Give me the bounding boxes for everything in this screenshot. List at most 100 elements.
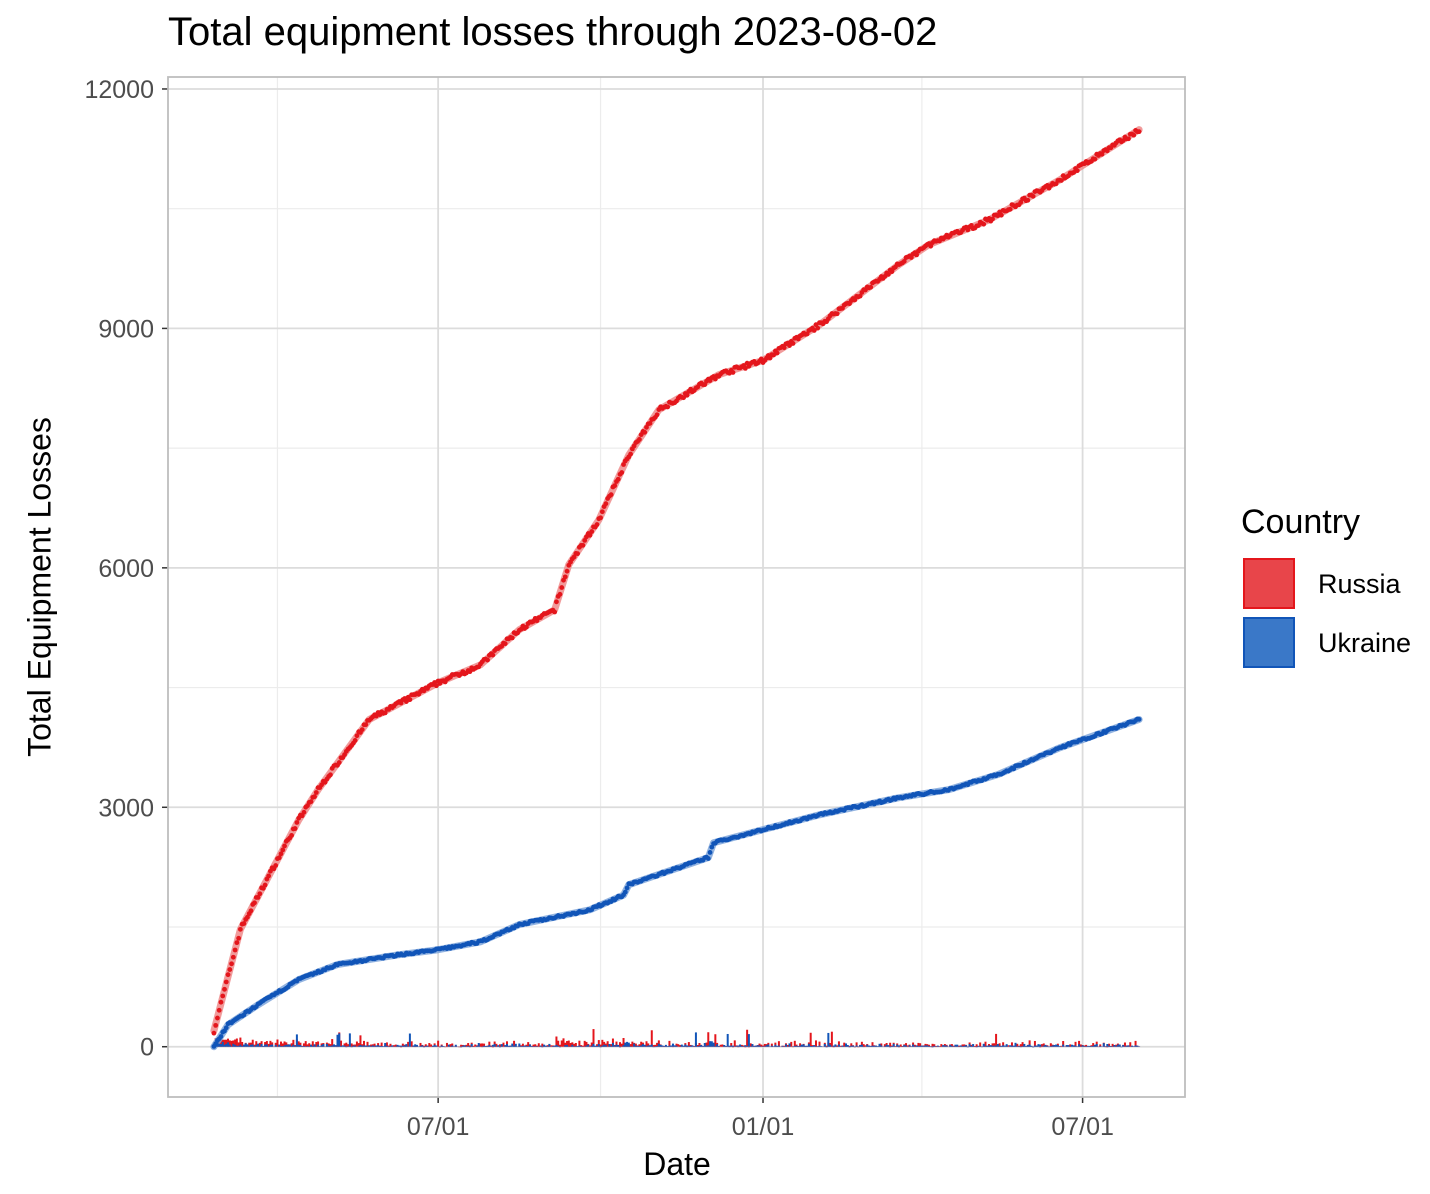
plot-border (167, 76, 1186, 1098)
cumulative-point (559, 585, 565, 590)
cumulative-point (608, 492, 614, 498)
legend-key-russia (1243, 558, 1295, 609)
cumulative-point (403, 699, 409, 704)
cumulative-point (901, 258, 907, 264)
cumulative-point (245, 914, 250, 920)
cumulative-point (223, 979, 229, 985)
cumulative-point (220, 993, 226, 999)
cumulative-point (232, 947, 238, 953)
cumulative-point (1030, 193, 1036, 199)
cumulative-point (621, 462, 626, 467)
cumulative-point (552, 609, 558, 615)
cumulative-point (292, 826, 298, 831)
cumulative-point (811, 328, 817, 333)
y-tick-label: 12000 (84, 76, 154, 104)
cumulative-point (213, 1022, 219, 1028)
cumulative-point (319, 782, 325, 788)
cumulative-point (509, 635, 515, 641)
cumulative-point (587, 532, 593, 538)
cumulative-point (313, 790, 319, 795)
cumulative-point (354, 733, 360, 739)
cumulative-point (407, 697, 413, 703)
cumulative-point (237, 926, 243, 932)
cumulative-point (624, 885, 630, 891)
cumulative-point (990, 216, 995, 222)
series-russia (210, 126, 1143, 1048)
cumulative-point (998, 212, 1004, 218)
cumulative-point (223, 1025, 229, 1031)
cumulative-point (612, 483, 618, 489)
cumulative-point (289, 833, 294, 838)
cumulative-point (981, 221, 987, 227)
cumulative-point (628, 451, 633, 457)
cumulative-point (857, 293, 863, 299)
cumulative-point (681, 395, 686, 401)
cumulative-point (615, 476, 621, 482)
y-tick-label: 0 (140, 1034, 154, 1062)
cumulative-point (619, 470, 625, 475)
cumulative-point (781, 345, 787, 351)
cumulative-point (1025, 197, 1031, 203)
cumulative-point (352, 738, 358, 743)
cumulative-point (328, 772, 333, 778)
cumulative-point (654, 412, 660, 418)
cumulative-point (524, 624, 529, 630)
cumulative-point (705, 856, 711, 861)
cumulative-point (216, 1007, 222, 1013)
cumulative-point (1126, 136, 1131, 142)
cumulative-point (262, 882, 268, 888)
cumulative-point (557, 591, 563, 597)
cumulative-point (594, 522, 600, 527)
cumulative-point (598, 515, 603, 521)
y-tick-label: 3000 (98, 794, 154, 822)
cumulative-point (222, 986, 227, 992)
cumulative-point (599, 509, 605, 515)
cumulative-point (363, 722, 369, 728)
cumulative-point (554, 599, 559, 605)
cumulative-point (852, 297, 858, 303)
cumulative-point (266, 873, 272, 879)
cumulative-point (248, 908, 254, 914)
y-axis-label: Total Equipment Losses (21, 417, 58, 757)
cumulative-point (707, 850, 713, 855)
cumulative-point (580, 542, 586, 548)
cumulative-point (834, 311, 840, 317)
cumulative-point (603, 501, 609, 507)
cumulative-point (1136, 129, 1142, 135)
cumulative-point (308, 799, 314, 805)
cumulative-point (252, 900, 257, 906)
cumulative-point (312, 794, 317, 800)
cumulative-point (336, 760, 342, 765)
cumulative-point (564, 568, 570, 574)
x-tick-label: 07/01 (407, 1113, 470, 1141)
x-tick-label: 01/01 (732, 1113, 795, 1141)
cumulative-point (995, 213, 1001, 219)
cumulative-point (1136, 716, 1142, 722)
cumulative-point (294, 820, 300, 825)
cumulative-point (868, 284, 874, 290)
plot-panel (168, 77, 1185, 1097)
cumulative-point (637, 437, 642, 442)
legend-label-russia: Russia (1318, 569, 1401, 599)
cumulative-point (218, 999, 224, 1005)
cumulative-point (730, 370, 736, 375)
cumulative-point (211, 1030, 217, 1036)
cumulative-point (1007, 206, 1013, 212)
chart-title: Total equipment losses through 2023-08-0… (168, 10, 938, 54)
y-tick-label: 6000 (98, 555, 154, 583)
legend-title: Country (1241, 503, 1361, 541)
y-tick-label: 9000 (98, 315, 154, 343)
cumulative-point (301, 809, 307, 815)
x-axis-label: Date (643, 1146, 711, 1182)
cumulative-point (790, 341, 796, 346)
cumulative-point (227, 967, 233, 972)
cumulative-point (229, 961, 234, 967)
cumulative-point (467, 669, 473, 675)
cumulative-point (257, 891, 263, 897)
cumulative-point (236, 935, 242, 941)
cumulative-point (582, 537, 588, 543)
cumulative-point (359, 727, 365, 732)
cumulative-point (225, 972, 231, 978)
cumulative-point (575, 551, 581, 557)
cumulative-point (787, 343, 792, 348)
